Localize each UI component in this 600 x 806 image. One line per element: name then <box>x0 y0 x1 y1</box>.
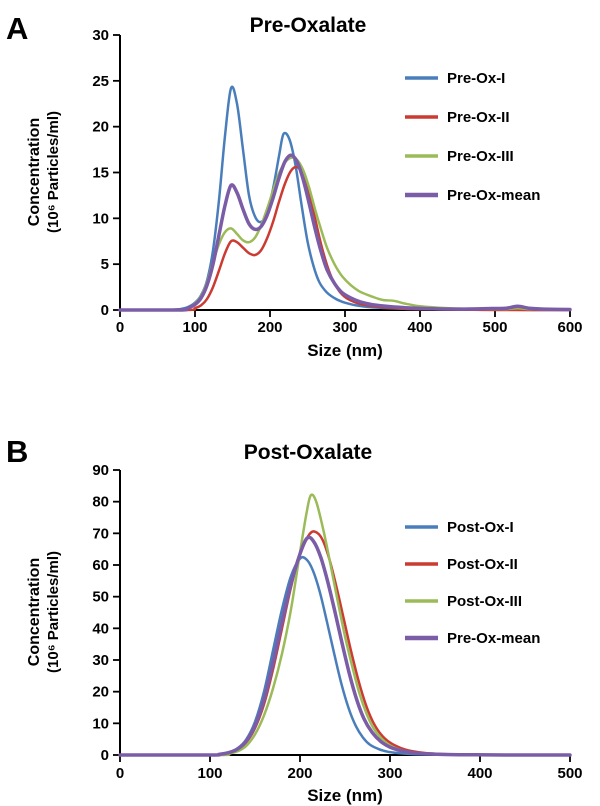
y-tick-label: 15 <box>92 165 109 182</box>
y-tick-label: 70 <box>92 525 109 542</box>
x-tick-label: 0 <box>116 765 124 782</box>
panel-a-chart: A Pre-Oxalate Concentration (10⁶ Particl… <box>6 11 583 360</box>
y-tick-label: 30 <box>92 652 109 669</box>
panel-b-legend: Post-Ox-I Post-Ox-II Post-Ox-III Pre-Ox-… <box>405 519 540 647</box>
x-tick-label: 200 <box>257 319 282 336</box>
series-pre-ox-mean <box>118 153 572 312</box>
legend-label: Pre-Ox-II <box>447 109 510 126</box>
panel-a-title: Pre-Oxalate <box>250 14 367 37</box>
x-tick-label: 200 <box>287 765 312 782</box>
legend-item: Post-Ox-I <box>405 519 514 536</box>
y-tick-label: 90 <box>92 462 109 479</box>
y-tick-label: 50 <box>92 589 109 606</box>
legend-label: Post-Ox-I <box>447 519 514 536</box>
legend-label: Pre-Ox-mean <box>447 630 540 647</box>
y-tick-label: 0 <box>101 302 109 319</box>
y-tick-label: 20 <box>92 119 109 136</box>
legend-label: Pre-Ox-III <box>447 148 514 165</box>
x-tick-label: 100 <box>197 765 222 782</box>
y-tick-label: 25 <box>92 73 109 90</box>
y-axis-label-line2: (10⁶ Particles/ml) <box>45 551 62 673</box>
y-tick-label: 40 <box>92 620 109 637</box>
series-pre-ox-iii <box>118 156 572 312</box>
panel-a-x-axis-title: Size (nm) <box>307 341 383 360</box>
x-tick-label: 300 <box>377 765 402 782</box>
axis-lines <box>119 470 570 756</box>
y-tick-label: 10 <box>92 715 109 732</box>
legend-label: Pre-Ox-mean <box>447 187 540 204</box>
y-tick-label: 60 <box>92 557 109 574</box>
y-axis-label-line1: Concentration <box>26 558 43 666</box>
x-tick-label: 500 <box>482 319 507 336</box>
panel-a-y-axis-title: Concentration (10⁶ Particles/ml) <box>26 111 62 233</box>
panel-b-title: Post-Oxalate <box>244 441 372 464</box>
y-tick-label: 80 <box>92 494 109 511</box>
panel-a-letter: A <box>6 11 28 46</box>
x-tick-label: 400 <box>467 765 492 782</box>
legend-item: Pre-Ox-mean <box>405 630 540 647</box>
x-tick-label: 100 <box>182 319 207 336</box>
y-tick-label: 0 <box>101 747 109 764</box>
y-axis-label-line1: Concentration <box>26 118 43 226</box>
legend-label: Post-Ox-III <box>447 593 522 610</box>
legend-item: Pre-Ox-III <box>405 148 514 165</box>
y-tick-label: 10 <box>92 210 109 227</box>
panel-b-letter: B <box>6 434 28 469</box>
panel-b-plot-area: 0 10 20 30 40 50 60 70 80 90 0 100 200 300 400 500 <box>92 462 582 782</box>
panel-b-y-axis-title: Concentration (10⁶ Particles/ml) <box>26 551 62 673</box>
y-tick-label: 5 <box>101 256 109 273</box>
legend-item: Pre-Ox-I <box>405 70 505 87</box>
panel-b-chart: B Post-Oxalate Concentration (10⁶ Partic… <box>6 434 583 805</box>
y-tick-label: 20 <box>92 684 109 701</box>
x-tick-label: 600 <box>557 319 582 336</box>
x-tick-label: 500 <box>557 765 582 782</box>
legend-item: Pre-Ox-II <box>405 109 510 126</box>
panel-b-x-axis-title: Size (nm) <box>307 786 383 805</box>
legend-item: Post-Ox-III <box>405 593 522 610</box>
x-tick-label: 300 <box>332 319 357 336</box>
y-axis-label-line2: (10⁶ Particles/ml) <box>45 111 62 233</box>
y-tick-label: 30 <box>92 27 109 44</box>
x-tick-label: 0 <box>116 319 124 336</box>
x-tick-label: 400 <box>407 319 432 336</box>
legend-item: Pre-Ox-mean <box>405 187 540 204</box>
legend-label: Pre-Ox-I <box>447 70 505 87</box>
series-pre-ox-mean <box>118 535 572 757</box>
panel-a-legend: Pre-Ox-I Pre-Ox-II Pre-Ox-III Pre-Ox-mea… <box>405 70 540 204</box>
legend-item: Post-Ox-II <box>405 556 518 573</box>
legend-label: Post-Ox-II <box>447 556 518 573</box>
